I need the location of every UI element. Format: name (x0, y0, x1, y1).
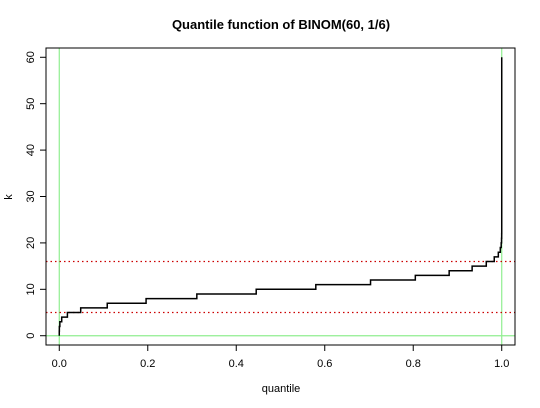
series-line-0 (58, 57, 503, 336)
x-axis-ticks: 0.0 0.2 0.4 0.6 0.8 1.0 (52, 345, 509, 370)
series-layer (58, 57, 503, 336)
y-tick-label: 20 (25, 237, 37, 249)
chart-title: Quantile function of BINOM(60, 1/6) (172, 17, 390, 32)
y-axis-ticks: 0 10 20 30 40 50 60 (25, 51, 46, 339)
y-tick-label: 30 (25, 190, 37, 202)
x-tick-label: 0.4 (229, 358, 244, 370)
reference-lines (46, 48, 515, 345)
y-tick-label: 60 (25, 51, 37, 63)
y-tick-label: 0 (25, 333, 37, 339)
plot-frame (45, 47, 516, 346)
x-tick-label: 0.0 (52, 358, 67, 370)
y-tick-label: 10 (25, 283, 37, 295)
x-axis-label: quantile (262, 383, 301, 395)
x-tick-label: 1.0 (494, 358, 509, 370)
x-tick-label: 0.2 (140, 358, 155, 370)
x-tick-label: 0.6 (317, 358, 332, 370)
x-tick-label: 0.8 (406, 358, 421, 370)
y-tick-label: 40 (25, 144, 37, 156)
y-axis-label: k (3, 194, 15, 200)
y-tick-label: 50 (25, 98, 37, 110)
